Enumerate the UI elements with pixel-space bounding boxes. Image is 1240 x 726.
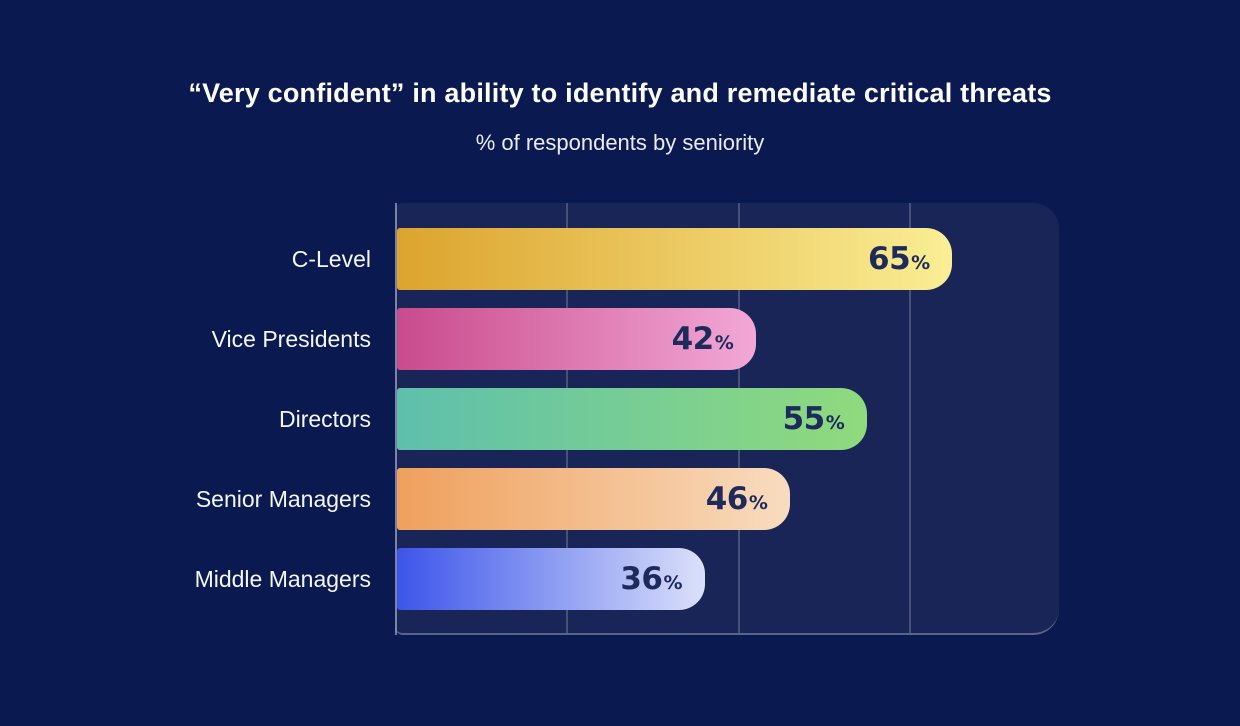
bar-track: 46 % bbox=[397, 468, 1059, 530]
bar-value: 65 % bbox=[868, 241, 930, 277]
percent-sign: % bbox=[714, 332, 734, 354]
gridline-60 bbox=[909, 203, 912, 633]
bar-value: 55 % bbox=[783, 401, 845, 437]
category-label: Middle Managers bbox=[194, 565, 371, 592]
bar-track: 55 % bbox=[397, 388, 1059, 450]
category-label: Directors bbox=[278, 405, 371, 432]
bar-value-number: 36 bbox=[620, 561, 663, 597]
bar-rows: C-Level 65 % Vice Presidents 42 bbox=[0, 203, 1240, 635]
bar-value-number: 42 bbox=[671, 321, 715, 357]
bar-senior-managers: 46 % bbox=[397, 468, 790, 530]
bar-track: 36 % bbox=[397, 548, 1059, 610]
bar-value-number: 65 bbox=[868, 241, 911, 277]
bar-value: 46 % bbox=[706, 481, 768, 517]
bar-middle-managers: 36 % bbox=[397, 548, 705, 610]
y-axis-line bbox=[395, 203, 397, 635]
bar-value-number: 55 bbox=[782, 401, 826, 437]
category-label: Senior Managers bbox=[195, 485, 371, 512]
chart-title: “Very confident” in ability to identify … bbox=[188, 78, 1052, 108]
bar-value-number: 46 bbox=[705, 481, 749, 517]
chart-subtitle: % of respondents by seniority bbox=[475, 130, 765, 155]
bar-row-c-level: C-Level 65 % bbox=[0, 228, 1240, 290]
percent-sign: % bbox=[748, 492, 768, 514]
bar-track: 65 % bbox=[397, 228, 1059, 290]
bar-row-senior-managers: Senior Managers 46 % bbox=[0, 468, 1240, 530]
percent-sign: % bbox=[663, 572, 683, 594]
bar-row-middle-managers: Middle Managers 36 % bbox=[0, 548, 1240, 610]
bar-value: 36 % bbox=[620, 561, 682, 597]
category-label: C-Level bbox=[291, 245, 371, 272]
percent-sign: % bbox=[825, 412, 845, 434]
bar-value: 42 % bbox=[672, 321, 734, 357]
bar-chart: C-Level 65 % Vice Presidents 42 bbox=[0, 203, 1240, 635]
percent-sign: % bbox=[911, 252, 931, 274]
bar-row-directors: Directors 55 % bbox=[0, 388, 1240, 450]
bar-track: 42 % bbox=[397, 308, 1059, 370]
bar-vice-presidents: 42 % bbox=[397, 308, 756, 370]
bar-c-level: 65 % bbox=[397, 228, 953, 290]
bar-row-vice-presidents: Vice Presidents 42 % bbox=[0, 308, 1240, 370]
category-label: Vice Presidents bbox=[211, 325, 371, 352]
bar-directors: 55 % bbox=[397, 388, 867, 450]
